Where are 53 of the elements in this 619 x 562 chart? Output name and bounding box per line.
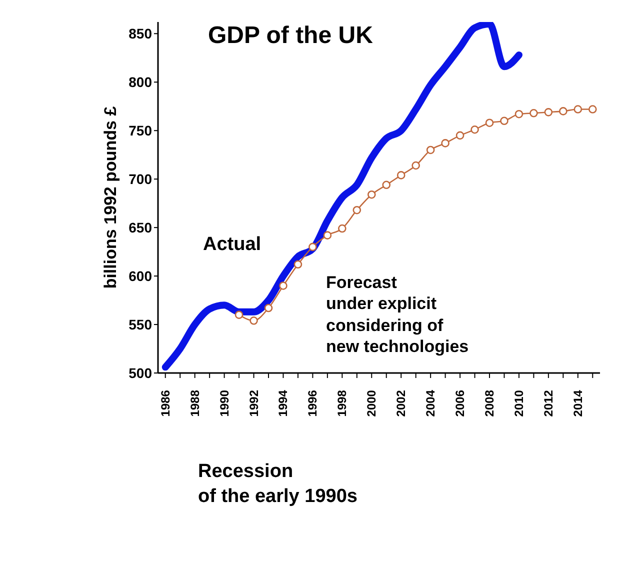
chart-title: GDP of the UK: [208, 22, 373, 50]
point: [338, 224, 346, 233]
x-tick-label: 2006: [453, 390, 468, 417]
x-tick-label: 1996: [306, 390, 320, 417]
point: [426, 146, 435, 154]
x-tick-label: 2004: [424, 390, 438, 417]
y-axis-title: billions 1992 pounds £: [101, 106, 120, 289]
point: [234, 310, 244, 319]
point: [250, 316, 258, 325]
y-tick-label: 750: [128, 122, 152, 139]
x-tick-label: 1988: [188, 390, 202, 417]
y-tick-label: 850: [128, 26, 152, 42]
point: [396, 171, 406, 180]
point: [412, 161, 420, 170]
y-tick-label: 800: [128, 74, 152, 90]
y-tick-label: 500: [128, 364, 152, 381]
point: [308, 242, 317, 252]
series-label: Actual: [203, 233, 262, 257]
point: [485, 118, 494, 127]
point: [500, 116, 508, 126]
y-tick-label: 600: [128, 268, 152, 284]
y-tick-label: 650: [128, 220, 152, 236]
point: [574, 105, 582, 114]
x-tick-label: 2002: [394, 390, 408, 417]
point: [352, 206, 362, 214]
y-tick-label: 550: [128, 316, 152, 332]
x-tick-label: 1990: [217, 390, 232, 417]
x-tick-label: 2012: [541, 390, 556, 417]
point: [559, 107, 568, 116]
x-tick-label: 2014: [570, 390, 585, 417]
x-tick-label: 1994: [276, 390, 290, 417]
point: [367, 190, 376, 199]
point: [544, 108, 553, 116]
x-tick-label: 1998: [335, 390, 350, 417]
x-tick-label: 1992: [246, 390, 261, 417]
point: [279, 282, 288, 290]
point: [441, 139, 450, 148]
series-label: Forecast under explicit considering of new technologies: [326, 272, 469, 357]
y-tick-label: 700: [128, 171, 152, 188]
x-tick-label: 2008: [482, 390, 496, 417]
point: [294, 260, 302, 269]
point: [470, 125, 479, 134]
point: [514, 110, 524, 118]
point: [456, 131, 464, 140]
x-tick-label: 2010: [512, 390, 526, 417]
text: Recession of the early 1990s: [198, 460, 358, 509]
point: [588, 105, 597, 114]
point: [530, 108, 538, 118]
x-tick-label: 1986: [158, 390, 172, 417]
point: [323, 231, 332, 240]
point: [264, 304, 273, 312]
point: [382, 180, 391, 190]
x-tick-label: 2000: [364, 390, 379, 417]
